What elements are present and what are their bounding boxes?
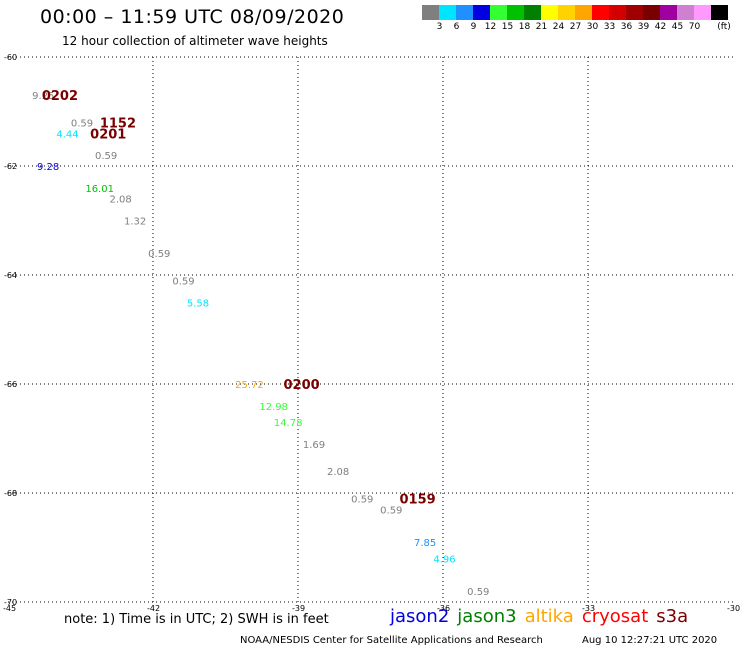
wave-height-label: 0.59	[95, 151, 117, 162]
legend-swatch	[422, 5, 439, 20]
wave-height-label: 0.59	[172, 276, 194, 287]
x-tick-label: -45	[3, 604, 16, 613]
time-label: 0202	[42, 89, 78, 104]
legend-unit-label: (ft)	[717, 22, 731, 32]
chart-title: 00:00 – 11:59 UTC 08/09/2020	[40, 6, 345, 28]
wave-height-label: 25.72	[235, 380, 264, 391]
wave-height-label: 4.44	[56, 129, 78, 140]
legend-swatch	[456, 5, 473, 20]
legend-swatch	[711, 5, 728, 20]
legend-tick-label: 30	[586, 22, 599, 32]
satellite-legend: jason2 jason3 altika cryosat s3a	[390, 606, 696, 627]
satellite-label: altika	[524, 606, 574, 627]
wave-height-label: 1.69	[303, 440, 325, 451]
y-tick-label: -68	[4, 489, 17, 498]
legend-swatch	[592, 5, 609, 20]
legend-tick-label: 21	[535, 22, 548, 32]
legend-swatch	[643, 5, 660, 20]
time-label: 1152	[100, 116, 136, 131]
satellite-label: cryosat	[581, 606, 649, 627]
legend-swatch	[439, 5, 456, 20]
legend-swatch	[473, 5, 490, 20]
wave-height-label: 0.59	[351, 494, 373, 505]
satellite-label: s3a	[656, 606, 689, 627]
chart-subtitle: 12 hour collection of altimeter wave hei…	[62, 34, 328, 48]
legend-tick-label: 42	[654, 22, 667, 32]
generated-timestamp: Aug 10 12:27:21 UTC 2020	[582, 635, 718, 646]
legend-swatch	[660, 5, 677, 20]
x-tick-label: -36	[437, 604, 450, 613]
wave-height-label: 16.01	[85, 184, 114, 195]
wave-height-label: 0.59	[380, 505, 402, 516]
legend-swatch	[558, 5, 575, 20]
legend-tick-label: 24	[552, 22, 565, 32]
x-tick-label: -30	[727, 604, 740, 613]
x-tick-label: -39	[292, 604, 305, 613]
x-tick-label: -33	[582, 604, 595, 613]
wave-height-label: 7.85	[414, 538, 436, 549]
legend-swatch	[626, 5, 643, 20]
footer-note: note: 1) Time is in UTC; 2) SWH is in fe…	[64, 612, 329, 627]
wave-height-label: 2.08	[327, 467, 349, 478]
legend-tick-label: 39	[637, 22, 650, 32]
y-tick-label: -70	[4, 598, 17, 607]
time-label: 0159	[400, 492, 436, 507]
legend-swatch	[575, 5, 592, 20]
x-tick-label: -42	[147, 604, 160, 613]
wave-height-label: 0.59	[71, 118, 93, 129]
legend-swatch	[694, 5, 711, 20]
satellite-label: jason2	[390, 606, 450, 627]
y-tick-label: -66	[4, 380, 17, 389]
legend-tick-label: 70	[688, 22, 701, 32]
wave-height-label: 12.98	[259, 402, 288, 413]
y-tick-label: -60	[4, 53, 17, 62]
legend-tick-label: 36	[620, 22, 633, 32]
y-tick-label: -64	[4, 271, 17, 280]
legend-swatch	[609, 5, 626, 20]
legend-tick-label: 3	[436, 22, 443, 32]
y-tick-label: -62	[4, 162, 17, 171]
satellite-label: jason3	[457, 606, 517, 627]
legend-swatch	[490, 5, 507, 20]
legend-tick-label: 9	[470, 22, 477, 32]
legend-tick-label: 18	[518, 22, 531, 32]
credit-text: NOAA/NESDIS Center for Satellite Applica…	[240, 635, 543, 646]
legend-swatch	[524, 5, 541, 20]
color-legend-bar	[422, 5, 728, 20]
legend-tick-label: 27	[569, 22, 582, 32]
legend-swatch	[677, 5, 694, 20]
legend-tick-label: 12	[484, 22, 497, 32]
legend-tick-label: 45	[671, 22, 684, 32]
time-label: 0200	[284, 378, 320, 393]
legend-swatch	[507, 5, 524, 20]
legend-tick-label: 15	[501, 22, 514, 32]
wave-height-label: 2.08	[110, 195, 132, 206]
time-label: 0201	[90, 127, 126, 142]
wave-height-label: 5.58	[187, 298, 209, 309]
wave-height-label: 4.96	[433, 554, 455, 565]
legend-swatch	[541, 5, 558, 20]
legend-tick-label: 33	[603, 22, 616, 32]
wave-height-label: 1.32	[124, 217, 146, 228]
wave-height-label: 0.59	[467, 587, 489, 598]
wave-height-label: 14.78	[274, 418, 303, 429]
wave-height-label: 9.25	[32, 91, 54, 102]
wave-height-label: 9.28	[37, 162, 59, 173]
legend-tick-label: 6	[453, 22, 460, 32]
wave-height-label: 0.59	[148, 249, 170, 260]
